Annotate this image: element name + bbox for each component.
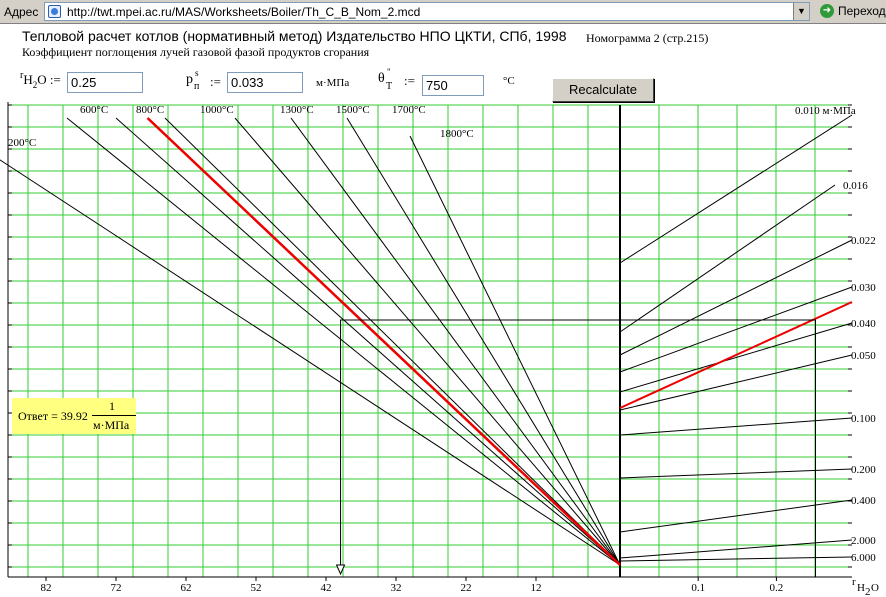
temperature-curve-label: 1000°C [200,104,234,116]
solution-path [340,319,816,577]
temperature-curve [66,117,621,566]
pressure-curve [619,417,853,436]
temperature-curve-label: 1700°C [392,104,426,116]
x-tick-label-left: 52 [251,582,262,594]
page-title: Тепловой расчет котлов (нормативный мето… [22,28,567,44]
pressure-curve [619,184,836,333]
x-tick-label-left: 22 [461,582,472,594]
answer-numerator: 1 [109,399,115,413]
pressure-curve-label: 6.000 [851,552,876,564]
x-axis-label-right-sub: H [857,582,865,594]
go-arrow-icon: ➜ [820,4,834,18]
temperature-curve-label: 800°C [136,104,164,116]
x-tick-label-left: 42 [321,582,332,594]
pressure-curve-label: 0.200 [851,464,876,476]
pressure-curve-label: 0.050 [851,350,876,362]
temperature-curve [409,135,621,566]
temperature-curve-label: 600°C [80,104,108,116]
pressure-curve [619,354,853,411]
temperature-curve [164,117,621,566]
address-dropdown-button[interactable]: ▼ [793,3,809,20]
x-axis-label-right-sub2: 2 [865,586,871,597]
address-label: Адрес [4,5,39,19]
p-n-unit: м·МПа [316,77,350,89]
pressure-curve-label: 0.040 [851,318,876,330]
x-tick-label-left: 32 [391,582,402,594]
address-url[interactable]: http://twt.mpei.ac.ru/MAS/Worksheets/Boi… [67,5,421,19]
pressure-curve-label: 0.400 [851,495,876,507]
x-axis-label-right-tail: O [871,582,879,594]
pressure-curve [619,499,853,533]
x-tick-label-left: 82 [41,582,52,594]
temperature-curve [290,117,621,566]
r-h2o-input[interactable] [67,72,143,93]
pressure-curve-label: 2.000 [851,535,876,547]
pressure-curve [619,114,853,264]
highlight-temperature-curve [146,117,621,566]
temperature-curve-label: 1500°C [336,104,370,116]
r-h2o-label: rH2O := [20,70,61,90]
answer-label: Ответ = 39.92 [18,409,88,423]
pressure-curve-label: 0.100 [851,413,876,425]
address-input[interactable]: http://twt.mpei.ac.ru/MAS/Worksheets/Boi… [44,2,810,21]
answer-fraction-bar [92,415,136,416]
page-subtitle: Номограмма 2 (стр.215) [586,31,709,45]
pressure-curve-label: 0.022 [851,235,876,247]
temperature-curve [346,117,621,566]
theta-t-unit: °C [503,75,515,87]
pressure-curve [619,539,853,559]
recalculate-button[interactable]: Recalculate [552,78,654,102]
pressure-curve [619,239,853,356]
page-caption: Коэффициент поглощения лучей газовой фаз… [22,45,370,59]
browser-address-bar: Адрес http://twt.mpei.ac.ru/MAS/Workshee… [0,0,886,24]
temperature-curve [0,159,621,566]
x-tick-label-left: 72 [111,582,122,594]
p-n-label: p s п := [186,68,221,92]
x-axis-label-right: r [852,576,856,588]
pressure-curve [619,468,853,479]
pressure-curve-label: 0.030 [851,282,876,294]
p-n-input[interactable] [227,72,303,93]
temperature-curve-label: 1300°C [280,104,314,116]
pressure-curve-label: 0.016 [843,180,868,192]
go-label: Переход [838,4,886,18]
temperature-curve [234,117,621,566]
go-button[interactable]: ➜ Переход [818,2,886,21]
pressure-curve [619,556,853,562]
temperature-curve [115,117,621,566]
pressure-curve [619,322,853,393]
pressure-curve [619,286,853,373]
highlight-pressure-curve [619,301,853,409]
theta-t-input[interactable] [422,75,484,96]
temperature-curve-label: 200°C [8,137,36,149]
theta-t-label: θ " T := [378,67,415,92]
pressure-curve-label: 0.010 м·МПа [795,105,856,117]
x-tick-label-right: 0.1 [691,582,705,594]
x-tick-label-left: 12 [531,582,542,594]
x-tick-label-left: 62 [181,582,192,594]
answer-denominator: м·МПа [93,418,130,432]
page-icon [48,5,61,18]
answer-box: Ответ = 39.92 1 м·МПа [12,398,136,434]
temperature-curve-label: 1800°C [440,128,474,140]
x-tick-label-right: 0.2 [770,582,784,594]
solution-arrow [335,564,346,576]
